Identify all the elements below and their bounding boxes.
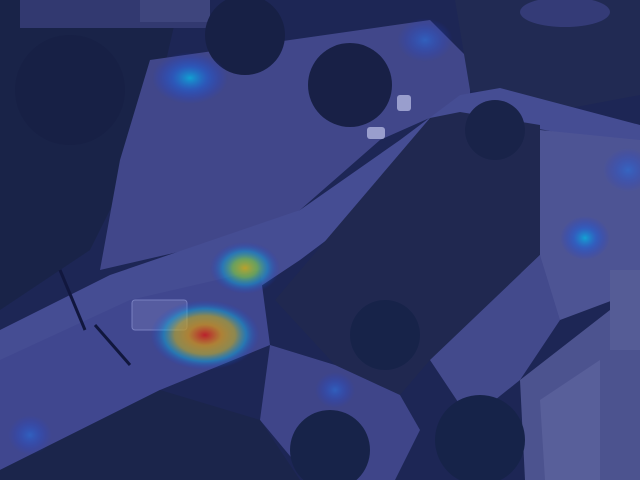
heat-hotspot-secondary <box>210 242 280 294</box>
building-facade <box>540 360 600 480</box>
tree-island <box>350 300 420 370</box>
lamp-pole-2 <box>93 324 132 366</box>
grass-lower-left <box>0 390 300 480</box>
path-right <box>430 255 560 420</box>
heat-spot-right <box>560 216 610 260</box>
tree-cluster-left <box>15 35 125 145</box>
car-1 <box>367 127 385 139</box>
tree-lower-right <box>435 395 525 480</box>
car-2 <box>397 95 411 111</box>
grass-island <box>275 112 540 395</box>
tree-right <box>465 100 525 160</box>
fountain-circle <box>520 0 610 27</box>
heat-spot-lower-left <box>8 415 52 455</box>
building-tower <box>610 270 640 350</box>
main-road <box>0 88 640 450</box>
heat-spot-top-left <box>152 52 228 104</box>
tree-top-right <box>308 43 392 127</box>
lawn-top-right <box>455 0 640 110</box>
heat-spot-top-right <box>397 18 453 62</box>
tree-lower-center <box>290 410 370 480</box>
heat-spot-far-right <box>603 148 640 192</box>
tree-top-center <box>205 0 285 75</box>
heat-hotspot-main <box>150 300 260 370</box>
building-top-left-wing <box>140 0 210 22</box>
lamp-pole-1 <box>58 269 87 331</box>
heat-spot-lower <box>315 372 355 408</box>
